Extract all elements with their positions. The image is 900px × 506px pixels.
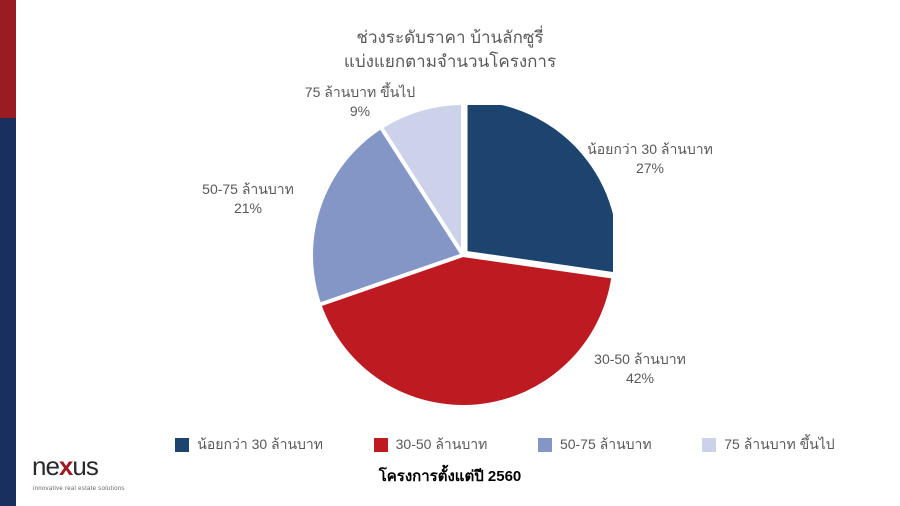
pie-slice xyxy=(468,105,613,272)
logo-part-post: us xyxy=(72,451,97,481)
legend-swatch xyxy=(175,438,189,452)
legend-label: 50-75 ล้านบาท xyxy=(560,434,652,456)
pie-slice-label: น้อยกว่า 30 ล้านบาท27% xyxy=(587,140,713,178)
logo-part-x: x xyxy=(59,451,72,481)
pie-slice-label-text: น้อยกว่า 30 ล้านบาท xyxy=(587,140,713,159)
pie-slice-label: 50-75 ล้านบาท21% xyxy=(202,180,294,218)
legend-item: 75 ล้านบาท ขึ้นไป xyxy=(702,434,834,456)
legend-label: 75 ล้านบาท ขึ้นไป xyxy=(724,434,834,456)
legend-item: น้อยกว่า 30 ล้านบาท xyxy=(175,434,323,456)
pie-slice-label-text: 30-50 ล้านบาท xyxy=(594,350,686,369)
pie-slice-label: 75 ล้านบาท ขึ้นไป9% xyxy=(305,83,415,121)
brand-logo-tagline: innovative real estate solutions xyxy=(33,486,125,492)
pie-chart xyxy=(313,105,613,405)
legend-swatch xyxy=(702,438,716,452)
legend-item: 50-75 ล้านบาท xyxy=(538,434,652,456)
legend-label: น้อยกว่า 30 ล้านบาท xyxy=(197,434,323,456)
pie-slice-label-text: 75 ล้านบาท ขึ้นไป xyxy=(305,83,415,102)
legend-label: 30-50 ล้านบาท xyxy=(396,434,488,456)
slide: ช่วงระดับราคา บ้านลักซูรี่ แบ่งแยกตามจำน… xyxy=(0,0,900,506)
legend-item: 30-50 ล้านบาท xyxy=(374,434,488,456)
sidebar-navy-accent xyxy=(0,118,16,506)
legend-swatch xyxy=(538,438,552,452)
pie-slice-label-percent: 21% xyxy=(202,199,294,218)
logo-part-pre: ne xyxy=(32,451,59,481)
chart-title-line1: ช่วงระดับราคา บ้านลักซูรี่ xyxy=(0,24,900,51)
brand-logo: nexus xyxy=(32,451,98,482)
pie-slice-label: 30-50 ล้านบาท42% xyxy=(594,350,686,388)
footer-caption: โครงการตั้งแต่ปี 2560 xyxy=(0,464,900,488)
chart-title-line2: แบ่งแยกตามจำนวนโครงการ xyxy=(0,48,900,75)
legend: น้อยกว่า 30 ล้านบาท 30-50 ล้านบาท 50-75 ล้… xyxy=(150,434,860,456)
legend-swatch xyxy=(374,438,388,452)
pie-slice-label-percent: 27% xyxy=(587,159,713,178)
pie-slice-label-percent: 9% xyxy=(305,102,415,121)
pie-slice-label-text: 50-75 ล้านบาท xyxy=(202,180,294,199)
pie-slice-label-percent: 42% xyxy=(594,369,686,388)
